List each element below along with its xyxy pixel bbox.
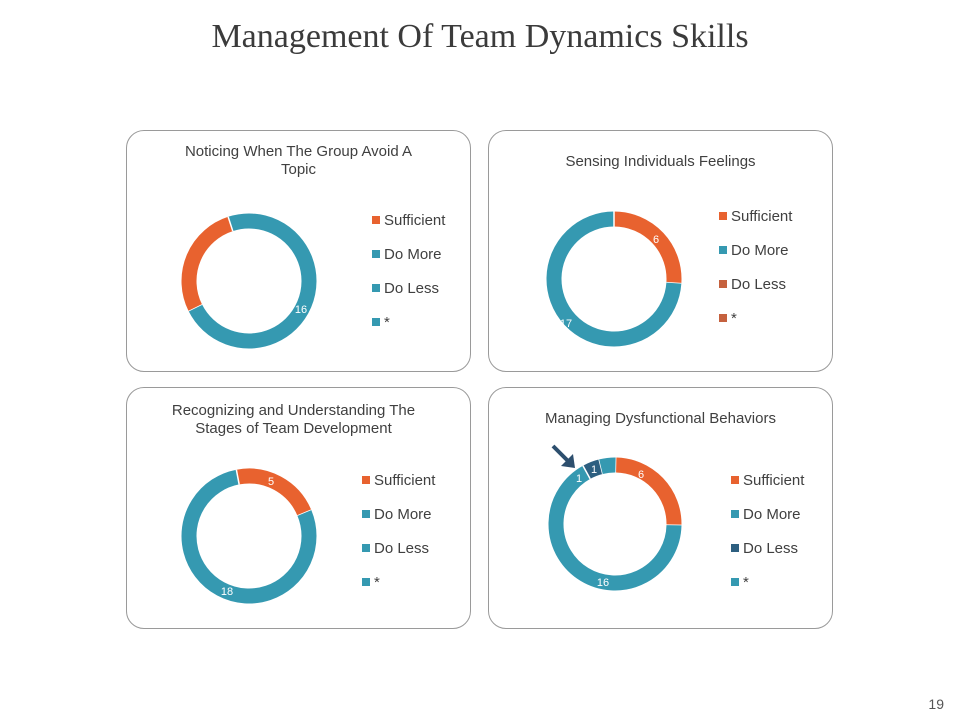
donut-segment-sufficient xyxy=(181,216,234,311)
legend-item: Do More xyxy=(719,241,792,259)
donut-chart: 6 16 xyxy=(181,213,317,349)
legend-swatch xyxy=(719,246,727,254)
chart-legend: Sufficient Do More Do Less * xyxy=(362,471,435,607)
data-label: 6 xyxy=(218,251,224,263)
legend-label: Do More xyxy=(384,245,442,263)
legend-item: Sufficient xyxy=(719,207,792,225)
legend-item: Do Less xyxy=(731,539,804,557)
data-label: 16 xyxy=(295,304,307,316)
legend-item: Sufficient xyxy=(731,471,804,489)
donut-segment-domore xyxy=(188,213,317,349)
legend-item: Sufficient xyxy=(362,471,435,489)
legend-label: Sufficient xyxy=(731,207,793,225)
legend-swatch xyxy=(719,280,727,288)
chart-title: Noticing When The Group Avoid A Topic xyxy=(184,143,413,178)
donut-segment-domore xyxy=(548,465,682,591)
legend-label: * xyxy=(731,309,737,327)
legend-swatch xyxy=(719,314,727,322)
legend-label: Do More xyxy=(743,505,801,523)
chart-title: Recognizing and Understanding The Stages… xyxy=(171,402,416,437)
legend-item: Do Less xyxy=(362,539,435,557)
legend-swatch xyxy=(372,216,380,224)
legend-swatch xyxy=(362,476,370,484)
donut-chart: 11 616 xyxy=(548,457,682,591)
donut-segment-sufficient xyxy=(236,468,312,517)
legend-label: Do Less xyxy=(743,539,799,557)
chart-legend: Sufficient Do More Do Less * xyxy=(731,471,804,607)
data-label: 1 xyxy=(591,464,597,476)
legend-swatch xyxy=(731,510,739,518)
legend-label: Sufficient xyxy=(384,211,446,229)
legend-swatch xyxy=(731,544,739,552)
legend-swatch xyxy=(731,476,739,484)
legend-item: * xyxy=(372,313,445,331)
chart-title: Sensing Individuals Feelings xyxy=(565,153,756,170)
legend-swatch xyxy=(372,284,380,292)
legend-swatch xyxy=(362,578,370,586)
donut-segment- xyxy=(599,457,617,475)
legend-item: Sufficient xyxy=(372,211,445,229)
legend-swatch xyxy=(362,544,370,552)
segment-separator xyxy=(235,469,240,485)
legend-item: * xyxy=(731,573,804,591)
donut-segment-domore xyxy=(546,211,682,347)
legend-swatch xyxy=(731,578,739,586)
legend-label: Do Less xyxy=(374,539,430,557)
legend-swatch xyxy=(362,510,370,518)
data-label: 17 xyxy=(560,318,572,330)
data-label: 1 xyxy=(576,473,582,485)
page-number: 19 xyxy=(928,696,944,712)
data-label: 18 xyxy=(221,586,233,598)
chart-panel-1: Noticing When The Group Avoid A Topic 6 1… xyxy=(126,130,471,372)
legend-swatch xyxy=(372,318,380,326)
donut-segment-domore xyxy=(181,469,317,604)
data-label: 6 xyxy=(638,469,644,481)
legend-item: Do More xyxy=(731,505,804,523)
legend-label: * xyxy=(743,573,749,591)
legend-label: Do Less xyxy=(384,279,440,297)
legend-swatch xyxy=(719,212,727,220)
legend-item: Do More xyxy=(362,505,435,523)
chart-panel-2: Sensing Individuals Feelings 6 17 Suffici… xyxy=(488,130,833,372)
data-label: 16 xyxy=(597,577,609,589)
donut-segment-sufficient xyxy=(615,457,682,526)
donut-chart: 5 18 xyxy=(181,468,317,604)
data-label: 5 xyxy=(268,476,274,488)
legend-label: Do More xyxy=(374,505,432,523)
legend-label: Sufficient xyxy=(743,471,805,489)
pointer-arrow-icon xyxy=(551,444,575,468)
legend-label: * xyxy=(384,313,390,331)
data-label: 6 xyxy=(653,234,659,246)
legend-item: Do Less xyxy=(372,279,445,297)
legend-label: * xyxy=(374,573,380,591)
legend-item: * xyxy=(362,573,435,591)
donut-chart: 6 17 xyxy=(546,211,682,347)
legend-item: * xyxy=(719,309,792,327)
segment-separator xyxy=(227,216,234,232)
segment-separator xyxy=(582,465,591,480)
chart-legend: Sufficient Do More Do Less * xyxy=(372,211,445,347)
legend-item: Do More xyxy=(372,245,445,263)
legend-item: Do Less xyxy=(719,275,792,293)
chart-legend: Sufficient Do More Do Less * xyxy=(719,207,792,343)
chart-title: Managing Dysfunctional Behaviors xyxy=(545,410,776,427)
donut-segment-sufficient xyxy=(613,211,682,284)
chart-panel-3: Recognizing and Understanding The Stages… xyxy=(126,387,471,629)
legend-label: Do Less xyxy=(731,275,787,293)
legend-label: Do More xyxy=(731,241,789,259)
legend-swatch xyxy=(372,250,380,258)
chart-panel-4: Managing Dysfunctional Behaviors 1 1 6 16 S… xyxy=(488,387,833,629)
legend-label: Sufficient xyxy=(374,471,436,489)
slide-title: Management Of Team Dynamics Skills xyxy=(211,18,749,55)
